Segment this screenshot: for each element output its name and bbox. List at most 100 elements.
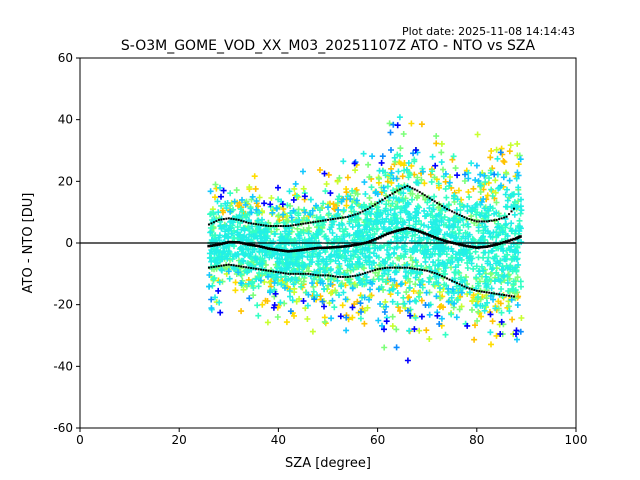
std-point bbox=[433, 200, 436, 203]
std-point bbox=[215, 265, 218, 268]
std-point bbox=[376, 201, 379, 204]
std-point bbox=[371, 269, 374, 272]
std-point bbox=[324, 274, 327, 277]
mean-point bbox=[224, 241, 228, 244]
std-point bbox=[398, 188, 401, 191]
std-point bbox=[346, 275, 349, 278]
std-point bbox=[393, 191, 396, 194]
mean-point bbox=[512, 237, 516, 241]
mean-point bbox=[356, 243, 360, 246]
mean-point bbox=[286, 250, 290, 253]
std-point bbox=[371, 205, 374, 207]
std-point bbox=[510, 210, 513, 213]
std-point bbox=[386, 195, 389, 198]
std-point bbox=[250, 267, 253, 270]
mean-point bbox=[504, 240, 509, 243]
std-point bbox=[411, 267, 414, 270]
mean-point bbox=[398, 228, 402, 232]
std-point bbox=[302, 272, 305, 275]
mean-point bbox=[425, 233, 429, 236]
std-point bbox=[319, 220, 322, 223]
std-point bbox=[426, 195, 429, 198]
mean-point bbox=[378, 235, 382, 239]
mean-point bbox=[475, 246, 479, 249]
mean-point bbox=[413, 228, 417, 232]
mean-point bbox=[217, 243, 221, 246]
mean-point bbox=[485, 245, 489, 248]
mean-point bbox=[346, 244, 350, 248]
std-point bbox=[473, 289, 476, 292]
std-point bbox=[349, 275, 352, 278]
std-point bbox=[401, 187, 404, 190]
std-point bbox=[260, 268, 263, 271]
std-point bbox=[441, 275, 444, 278]
std-point bbox=[354, 274, 357, 277]
std-point bbox=[374, 268, 377, 271]
std-point bbox=[443, 276, 446, 279]
std-point bbox=[384, 197, 387, 200]
std-point bbox=[468, 287, 471, 290]
mean-point bbox=[518, 235, 522, 238]
std-point bbox=[247, 266, 250, 269]
std-point bbox=[473, 219, 476, 222]
std-point bbox=[351, 275, 354, 278]
std-point bbox=[455, 212, 458, 215]
mean-point bbox=[487, 244, 491, 248]
std-point bbox=[460, 215, 463, 218]
std-point bbox=[274, 225, 277, 228]
mean-point bbox=[393, 230, 397, 233]
std-point bbox=[431, 271, 434, 274]
std-point bbox=[331, 218, 334, 221]
std-point bbox=[438, 203, 441, 206]
std-point bbox=[329, 274, 332, 277]
mean-point bbox=[395, 229, 400, 232]
std-point bbox=[391, 192, 394, 195]
std-point bbox=[252, 222, 255, 225]
mean-point bbox=[316, 246, 320, 250]
std-point bbox=[269, 270, 272, 273]
std-point bbox=[225, 263, 228, 266]
std-point bbox=[334, 275, 337, 278]
std-point bbox=[431, 198, 434, 201]
std-point bbox=[240, 265, 243, 268]
std-point bbox=[287, 272, 290, 275]
mean-point bbox=[492, 243, 496, 247]
std-point bbox=[451, 279, 453, 282]
std-point bbox=[465, 217, 468, 220]
std-point bbox=[269, 225, 272, 228]
mean-point bbox=[482, 245, 486, 249]
std-point bbox=[408, 267, 411, 270]
series-mean bbox=[207, 226, 522, 253]
y-tick-label: 0 bbox=[65, 236, 73, 250]
series-mean+std bbox=[207, 184, 515, 228]
mean-point bbox=[457, 243, 462, 246]
std-point bbox=[478, 220, 481, 223]
std-point bbox=[287, 225, 290, 228]
std-point bbox=[458, 283, 461, 286]
std-point bbox=[344, 275, 347, 278]
std-point bbox=[376, 268, 379, 271]
std-point bbox=[401, 266, 404, 269]
mean-point bbox=[239, 241, 243, 245]
std-point bbox=[423, 269, 426, 272]
std-point bbox=[247, 221, 250, 224]
mean-point bbox=[363, 241, 367, 245]
std-point bbox=[245, 221, 248, 224]
mean-point bbox=[465, 244, 469, 248]
mean-point bbox=[418, 230, 422, 233]
mean-point bbox=[368, 240, 372, 243]
std-point bbox=[448, 278, 451, 281]
std-point bbox=[274, 270, 277, 273]
std-point bbox=[297, 272, 300, 275]
mean-point bbox=[207, 244, 211, 248]
std-point bbox=[297, 223, 300, 226]
std-point bbox=[470, 218, 473, 221]
std-point bbox=[237, 218, 240, 221]
mean-point bbox=[328, 246, 333, 249]
std-point bbox=[255, 267, 258, 270]
mean-point bbox=[237, 241, 241, 244]
y-axis: -60 -40 -20 0 20 40 60 bbox=[53, 51, 80, 435]
mean-point bbox=[254, 244, 258, 247]
std-point bbox=[493, 219, 496, 222]
